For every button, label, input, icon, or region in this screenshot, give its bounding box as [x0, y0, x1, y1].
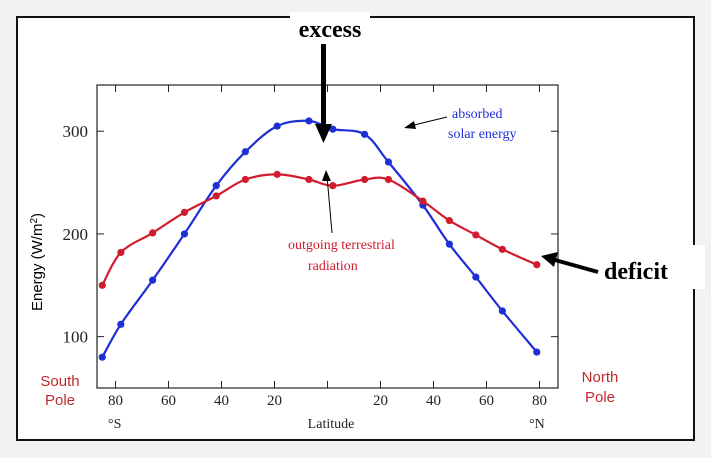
absorbed-data-point — [241, 148, 249, 156]
x-tick-label: 20 — [373, 393, 388, 409]
outgoing-pointer-arrow — [326, 175, 333, 234]
y-tick-label: 200 — [63, 225, 89, 244]
absorbed-data-point — [498, 307, 506, 315]
excess-arrow-shaft — [321, 44, 326, 128]
outgoing-data-point — [445, 216, 453, 225]
y-tick-label: 100 — [63, 328, 89, 347]
y-tick-label: 300 — [63, 122, 89, 141]
x-axis-label: Latitude — [308, 417, 355, 432]
outgoing-series-line — [101, 173, 538, 286]
outgoing-data-point — [305, 175, 313, 184]
absorbed-data-point — [212, 182, 220, 190]
absorbed-label-line1: absorbed — [452, 107, 503, 122]
x-tick-label: 60 — [479, 393, 494, 409]
x-tick-label: 40 — [214, 393, 229, 409]
outgoing-data-point — [498, 245, 506, 253]
north-pole-label-line2: Pole — [585, 389, 615, 406]
absorbed-data-point — [472, 273, 480, 281]
outgoing-data-point — [180, 208, 189, 216]
absorbed-data-point — [149, 276, 157, 284]
outgoing-data-point — [212, 192, 220, 200]
outgoing-data-point — [98, 281, 106, 289]
absorbed-data-point — [305, 117, 313, 125]
x-tick-label: 40 — [426, 393, 441, 409]
absorbed-pointer-arrow — [409, 116, 448, 127]
absorbed-data-point — [360, 130, 369, 138]
south-pole-label-line1: South — [40, 373, 79, 390]
outgoing-label-line1: outgoing terrestrial — [288, 238, 395, 253]
x-tick-label: 80 — [108, 393, 123, 409]
deficit-arrow-head — [541, 252, 558, 267]
absorbed-data-point — [445, 240, 453, 248]
outgoing-data-point — [117, 248, 125, 257]
deficit-label: deficit — [604, 259, 668, 285]
outgoing-data-point — [472, 231, 480, 239]
outgoing-data-point — [273, 170, 281, 178]
x-tick-label: 60 — [161, 393, 176, 409]
outgoing-data-point — [149, 229, 157, 237]
outgoing-data-point — [360, 175, 369, 184]
outgoing-data-point — [419, 197, 427, 205]
absorbed-label-line2: solar energy — [448, 127, 517, 142]
south-pole-label-line2: Pole — [45, 392, 75, 409]
absorbed-data-point — [384, 158, 393, 166]
absorbed-data-point — [273, 122, 281, 130]
x-axis-ticks: 80 60 40 20 20 40 60 80 — [108, 85, 547, 409]
plot-area — [96, 84, 559, 389]
deficit-arrow-shaft — [554, 258, 599, 274]
x-end-label-south: °S — [108, 417, 121, 432]
y-axis-label: Energy (W/m2) — [29, 213, 47, 311]
excess-label: excess — [299, 17, 362, 43]
excess-arrow-head — [315, 124, 332, 143]
absorbed-data-point — [98, 353, 106, 361]
absorbed-data-point — [117, 320, 125, 328]
north-pole-label-line1: North — [582, 369, 619, 386]
outgoing-pointer-arrowhead — [322, 170, 331, 181]
outgoing-data-point — [384, 175, 393, 184]
outgoing-label-line2: radiation — [308, 259, 358, 274]
outgoing-data-point — [533, 261, 541, 269]
x-tick-label: 80 — [532, 393, 547, 409]
x-tick-label: 20 — [267, 393, 282, 409]
x-end-label-north: °N — [529, 417, 545, 432]
outgoing-data-point — [329, 182, 337, 190]
absorbed-pointer-arrowhead — [404, 121, 416, 129]
absorbed-data-point — [180, 230, 189, 238]
outgoing-data-point — [241, 175, 249, 184]
absorbed-data-point — [329, 125, 337, 133]
y-axis-ticks: 100 200 300 — [63, 122, 558, 347]
absorbed-data-point — [533, 348, 541, 356]
